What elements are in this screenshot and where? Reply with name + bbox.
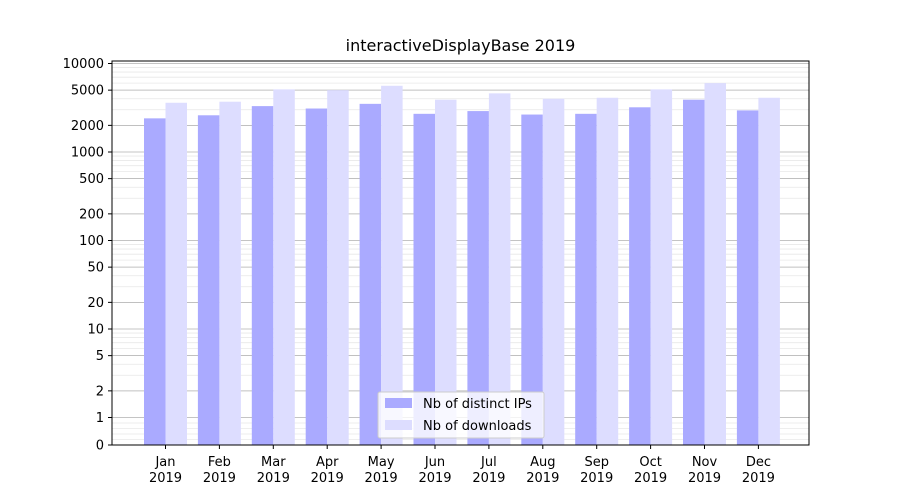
y-tick-label: 1 <box>96 411 104 426</box>
legend: Nb of distinct IPs Nb of downloads <box>377 391 545 439</box>
x-tick-label-month: Jul <box>480 455 497 470</box>
y-tick-label: 0 <box>96 439 104 454</box>
bar-distinct-ips <box>197 115 220 446</box>
y-tick-label: 50 <box>87 261 104 276</box>
x-tick-label-month: Mar <box>261 455 286 470</box>
x-tick-label-month: Jun <box>424 455 445 470</box>
y-tick-label: 5 <box>96 349 104 364</box>
x-tick-label-month: Feb <box>208 455 231 470</box>
y-tick-label: 500 <box>79 172 104 187</box>
x-tick-label-year: 2019 <box>311 471 344 486</box>
x-tick-label-month: Oct <box>639 455 661 470</box>
bar-downloads <box>488 93 511 445</box>
x-tick-label-month: Aug <box>530 455 555 470</box>
x-tick-label-month: Jan <box>154 455 175 470</box>
bar-downloads <box>650 89 673 446</box>
y-tick-label: 1000 <box>71 146 104 161</box>
y-tick-label: 2 <box>96 384 104 399</box>
bar-downloads <box>758 97 780 446</box>
x-tick-label-year: 2019 <box>257 471 290 486</box>
x-tick-label-month: Sep <box>584 455 609 470</box>
bar-downloads <box>219 101 241 446</box>
y-axis: 0 1 2 5 10 20 50 100 200 500 1000 2000 5000 10000 <box>63 57 112 454</box>
y-tick-label: 5000 <box>71 84 104 99</box>
bar-downloads <box>704 83 726 446</box>
bar-distinct-ips <box>359 103 382 445</box>
bar-distinct-ips <box>575 113 597 445</box>
bars <box>144 83 780 446</box>
x-tick-label-month: Apr <box>316 455 339 470</box>
legend-label-downloads: Nb of downloads <box>423 419 532 434</box>
x-tick-label-year: 2019 <box>418 471 451 486</box>
x-axis: Jan2019Feb2019Mar2019Apr2019May2019Jun20… <box>149 445 775 486</box>
x-tick-label-year: 2019 <box>742 471 775 486</box>
x-tick-label-year: 2019 <box>203 471 236 486</box>
y-tick-label: 2000 <box>71 119 104 134</box>
x-tick-label-year: 2019 <box>688 471 721 486</box>
chart-title: interactiveDisplayBase 2019 <box>346 36 576 55</box>
legend-label-ips: Nb of distinct IPs <box>423 397 532 412</box>
x-tick-label-year: 2019 <box>472 471 505 486</box>
legend-swatch-downloads <box>385 420 412 430</box>
x-tick-label-year: 2019 <box>149 471 182 486</box>
plot-frame <box>111 60 810 446</box>
y-tick-label: 100 <box>79 234 104 249</box>
x-tick-label-year: 2019 <box>634 471 667 486</box>
bar-distinct-ips <box>736 110 759 446</box>
bar-downloads <box>542 98 565 446</box>
bar-downloads <box>596 97 619 446</box>
bar-distinct-ips <box>144 118 166 445</box>
legend-swatch-ips <box>385 398 412 408</box>
bar-distinct-ips <box>413 113 435 445</box>
y-tick-label: 10000 <box>63 57 104 72</box>
legend-box <box>377 391 545 439</box>
bar-downloads <box>327 90 349 446</box>
y-tick-label: 20 <box>87 296 104 311</box>
x-tick-label-month: Dec <box>746 455 771 470</box>
bar-distinct-ips <box>683 99 705 445</box>
bar-distinct-ips <box>521 114 543 446</box>
bar-distinct-ips <box>467 111 489 446</box>
x-tick-label-year: 2019 <box>365 471 398 486</box>
bar-distinct-ips <box>251 106 274 446</box>
y-tick-label: 10 <box>87 323 104 338</box>
x-tick-label-year: 2019 <box>580 471 613 486</box>
x-tick-label-month: May <box>368 455 395 470</box>
bar-distinct-ips <box>305 108 328 445</box>
bar-distinct-ips <box>629 107 651 446</box>
x-tick-label-year: 2019 <box>526 471 559 486</box>
bar-downloads <box>165 102 187 446</box>
x-tick-label-month: Nov <box>692 455 718 470</box>
bar-downloads <box>381 85 403 445</box>
bar-downloads <box>273 89 295 446</box>
y-tick-label: 200 <box>79 207 104 222</box>
bar-downloads <box>435 99 457 445</box>
